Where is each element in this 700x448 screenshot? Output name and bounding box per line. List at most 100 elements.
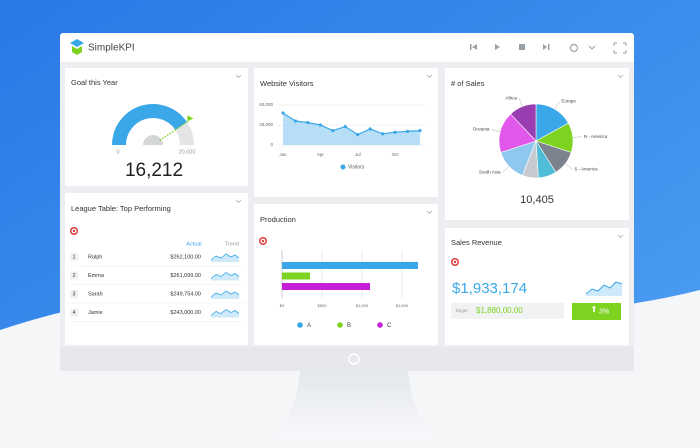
pie-slice	[510, 103, 537, 142]
rank-badge	[70, 290, 78, 298]
controls[interactable]	[470, 42, 627, 54]
panel-title: Production	[260, 215, 296, 224]
power-button[interactable]	[348, 353, 360, 365]
bar	[282, 283, 370, 290]
legend-marker	[297, 322, 303, 328]
legend-label: Visitors	[348, 164, 365, 170]
change-value: 3%	[599, 308, 609, 315]
sparkline	[211, 254, 239, 262]
gauge-hub	[143, 135, 163, 145]
pie-label: Africa	[506, 95, 518, 100]
panel-title: Sales Revenue	[451, 238, 502, 247]
sparkline	[211, 291, 239, 299]
legend-marker	[377, 322, 383, 328]
legend-marker	[337, 322, 343, 328]
up-arrow	[592, 305, 596, 312]
panel-menus[interactable]	[235, 74, 624, 239]
sparkline	[210, 309, 240, 316]
panel-title: # of Sales	[451, 79, 485, 88]
legend-label: C	[387, 323, 392, 329]
pie-label: N - America	[584, 134, 608, 139]
revenue-value: $1,933,174	[452, 280, 527, 297]
sparkline	[211, 272, 239, 281]
point	[331, 129, 335, 133]
label-leader	[554, 101, 560, 110]
change-badge	[572, 303, 621, 320]
name: Ralph	[88, 254, 102, 260]
rank: 1	[73, 254, 76, 260]
point	[405, 129, 410, 133]
x-tick-label: $1,000	[356, 303, 369, 308]
line	[282, 112, 421, 136]
rank: 3	[73, 291, 76, 297]
area	[283, 113, 420, 145]
legend-marker	[340, 164, 346, 170]
point	[368, 127, 372, 131]
label-leader	[502, 166, 510, 173]
sparkline	[210, 290, 240, 298]
label-leader	[565, 163, 573, 170]
target-icons	[70, 227, 459, 266]
amount: $262,100.00	[170, 254, 201, 260]
x-tick-label: $0	[280, 303, 285, 308]
rank-badge	[70, 253, 78, 261]
point	[343, 125, 347, 129]
legend-label: A	[307, 323, 311, 329]
pie-label: S - America	[574, 166, 598, 171]
target-box	[451, 303, 564, 319]
point	[356, 133, 360, 137]
label-leader	[572, 136, 582, 138]
point	[306, 121, 310, 125]
rank-badge	[70, 308, 78, 317]
x-tick-label: Jul	[355, 152, 361, 157]
name: Jamie	[88, 310, 103, 316]
bar	[282, 272, 310, 280]
pie-slice	[498, 113, 537, 153]
gauge-fill	[112, 104, 187, 146]
x-tick-label: $1,500	[396, 303, 409, 308]
point	[293, 119, 298, 123]
panel-title: League Table: Top Performing	[71, 204, 171, 213]
stand	[268, 371, 440, 438]
y-tick-label: 0	[270, 142, 273, 147]
target-label: Target	[455, 308, 468, 313]
sparkline	[210, 272, 240, 279]
gauge-max: 20,000	[179, 149, 196, 155]
column-header: Actual	[186, 241, 201, 247]
sparkline	[211, 309, 239, 318]
rank: 2	[73, 273, 76, 279]
sales-total: 10,405	[520, 194, 554, 206]
x-tick-label: $500	[318, 303, 328, 308]
gauge-value: 16,212	[125, 160, 183, 181]
gauge-needle	[159, 119, 190, 142]
column-header: Trend	[225, 241, 239, 247]
target-value: $1,880,00.00	[476, 306, 523, 315]
amount: $249,754.00	[170, 291, 201, 297]
point	[393, 130, 397, 134]
label-leader	[518, 98, 523, 107]
y-tick-label: 50,000	[259, 102, 273, 107]
panel-title: Website Visitors	[260, 79, 314, 88]
name: Emma	[88, 273, 105, 279]
x-tick-label: Apr	[317, 152, 325, 157]
amount: $261,099.00	[170, 273, 201, 279]
logo-icon	[70, 39, 84, 55]
sparkline	[210, 253, 240, 261]
x-tick-label: Jan	[279, 152, 287, 157]
label-leader	[491, 129, 501, 132]
x-tick-label: Oct	[392, 152, 400, 157]
bezel	[60, 347, 634, 371]
bar	[282, 262, 418, 269]
pie-label: Oceania	[473, 127, 490, 132]
pie-label: South Asia	[479, 170, 501, 175]
point	[418, 129, 422, 133]
logo: SimpleKPI	[88, 43, 135, 54]
panels	[65, 68, 629, 345]
rank-badge	[70, 271, 78, 280]
point	[381, 132, 385, 136]
panel-title: Goal this Year	[71, 78, 118, 87]
legend-label: B	[347, 323, 351, 329]
sparkline	[585, 281, 623, 295]
gauge-min: 0	[116, 149, 119, 155]
